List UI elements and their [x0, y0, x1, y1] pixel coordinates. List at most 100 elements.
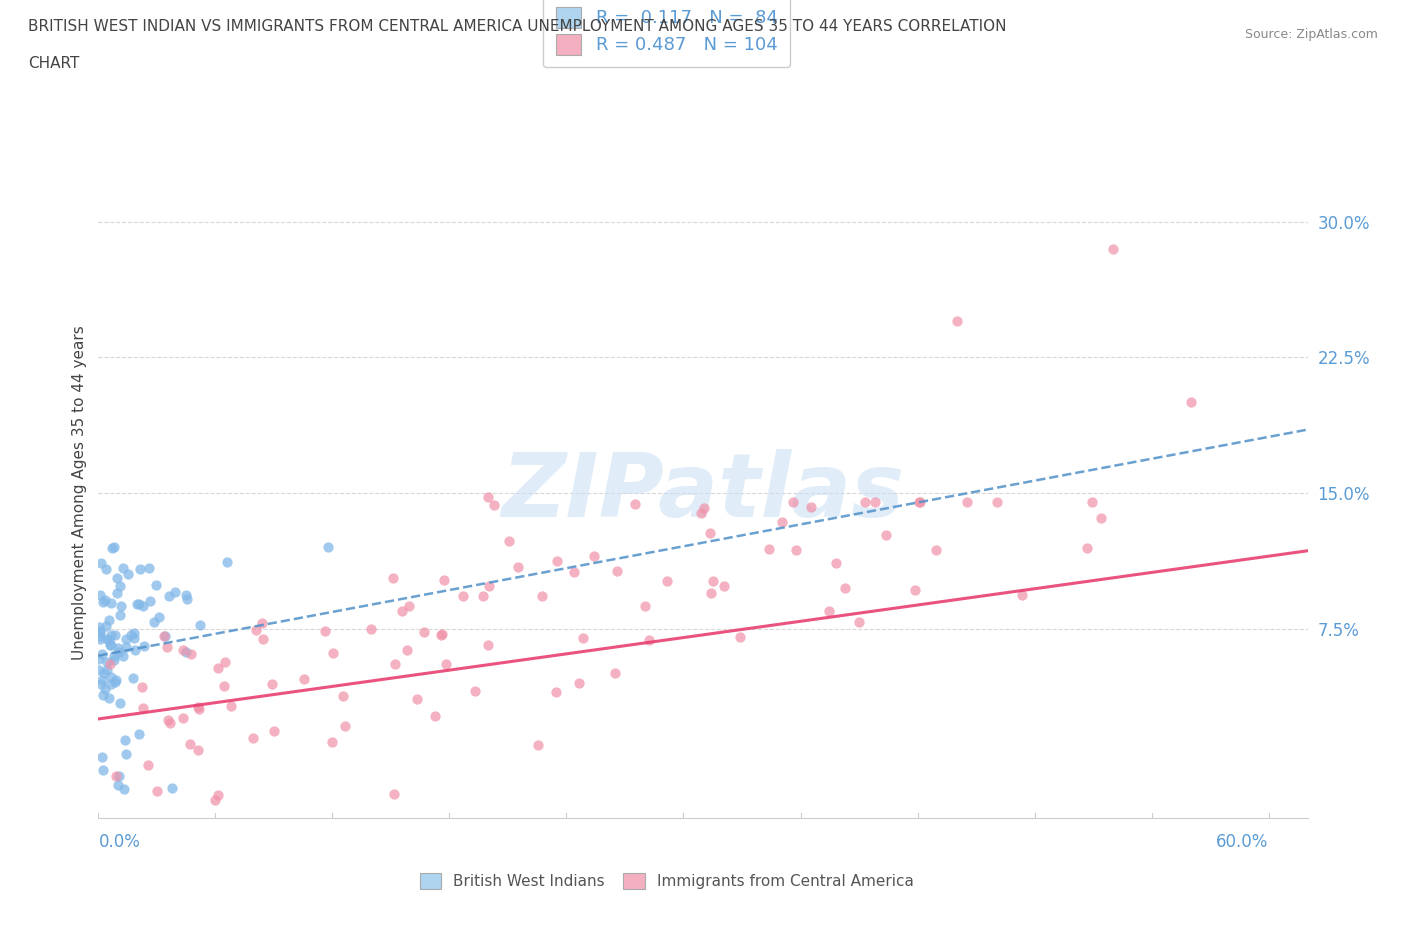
Point: [530, 589, 553, 604]
Point: [292, 671, 315, 686]
Point: [114, 631, 136, 646]
Point: [172, 643, 194, 658]
Point: [94, 681, 117, 696]
Point: [242, 730, 264, 745]
Point: [100, 595, 122, 610]
Point: [384, 657, 406, 671]
Point: [90, 556, 112, 571]
Point: [1090, 511, 1112, 525]
Point: [108, 769, 131, 784]
Point: [104, 673, 127, 688]
Point: [89, 651, 111, 666]
Point: [89, 632, 111, 647]
Text: 0.0%: 0.0%: [98, 833, 141, 851]
Point: [187, 699, 209, 714]
Point: [321, 734, 343, 749]
Point: [875, 528, 897, 543]
Point: [122, 625, 145, 640]
Point: [219, 699, 242, 714]
Point: [89, 623, 111, 638]
Point: [834, 580, 856, 595]
Point: [145, 578, 167, 592]
Point: [657, 573, 679, 588]
Point: [692, 500, 714, 515]
Point: [156, 712, 179, 727]
Point: [105, 586, 128, 601]
Point: [112, 782, 135, 797]
Point: [382, 786, 405, 801]
Point: [583, 549, 606, 564]
Point: [139, 593, 162, 608]
Point: [187, 701, 209, 716]
Point: [544, 684, 567, 699]
Point: [172, 711, 194, 725]
Point: [188, 618, 211, 632]
Point: [120, 628, 142, 643]
Point: [332, 689, 354, 704]
Point: [146, 784, 169, 799]
Point: [153, 629, 176, 644]
Point: [108, 608, 131, 623]
Point: [406, 691, 429, 706]
Point: [129, 562, 152, 577]
Point: [477, 637, 499, 652]
Point: [107, 640, 129, 655]
Point: [96, 631, 118, 646]
Point: [131, 680, 153, 695]
Point: [478, 578, 501, 593]
Point: [101, 540, 124, 555]
Point: [800, 499, 823, 514]
Point: [207, 787, 229, 802]
Point: [174, 644, 197, 659]
Text: CHART: CHART: [28, 56, 80, 71]
Point: [477, 489, 499, 504]
Point: [115, 640, 138, 655]
Point: [187, 742, 209, 757]
Point: [128, 727, 150, 742]
Point: [498, 533, 520, 548]
Point: [103, 649, 125, 664]
Point: [603, 666, 626, 681]
Point: [382, 571, 405, 586]
Point: [98, 613, 121, 628]
Point: [89, 629, 111, 644]
Point: [103, 539, 125, 554]
Point: [425, 709, 447, 724]
Point: [214, 654, 236, 669]
Point: [104, 674, 127, 689]
Point: [730, 630, 752, 644]
Point: [391, 604, 413, 618]
Point: [114, 747, 136, 762]
Point: [96, 655, 118, 670]
Point: [93, 595, 115, 610]
Point: [316, 539, 339, 554]
Point: [606, 564, 628, 578]
Point: [360, 621, 382, 636]
Point: [637, 632, 659, 647]
Point: [262, 677, 284, 692]
Point: [110, 599, 132, 614]
Point: [945, 313, 967, 328]
Point: [94, 618, 117, 633]
Point: [863, 495, 886, 510]
Point: [98, 638, 121, 653]
Point: [212, 679, 235, 694]
Point: [1011, 588, 1033, 603]
Point: [252, 631, 274, 646]
Point: [1081, 495, 1104, 510]
Point: [160, 780, 183, 795]
Point: [89, 663, 111, 678]
Point: [713, 578, 735, 593]
Point: [546, 553, 568, 568]
Point: [100, 637, 122, 652]
Point: [451, 588, 474, 603]
Point: [148, 609, 170, 624]
Point: [91, 687, 114, 702]
Point: [464, 684, 486, 698]
Point: [93, 666, 115, 681]
Point: [770, 515, 793, 530]
Point: [89, 625, 111, 640]
Point: [782, 495, 804, 510]
Point: [97, 690, 120, 705]
Point: [245, 622, 267, 637]
